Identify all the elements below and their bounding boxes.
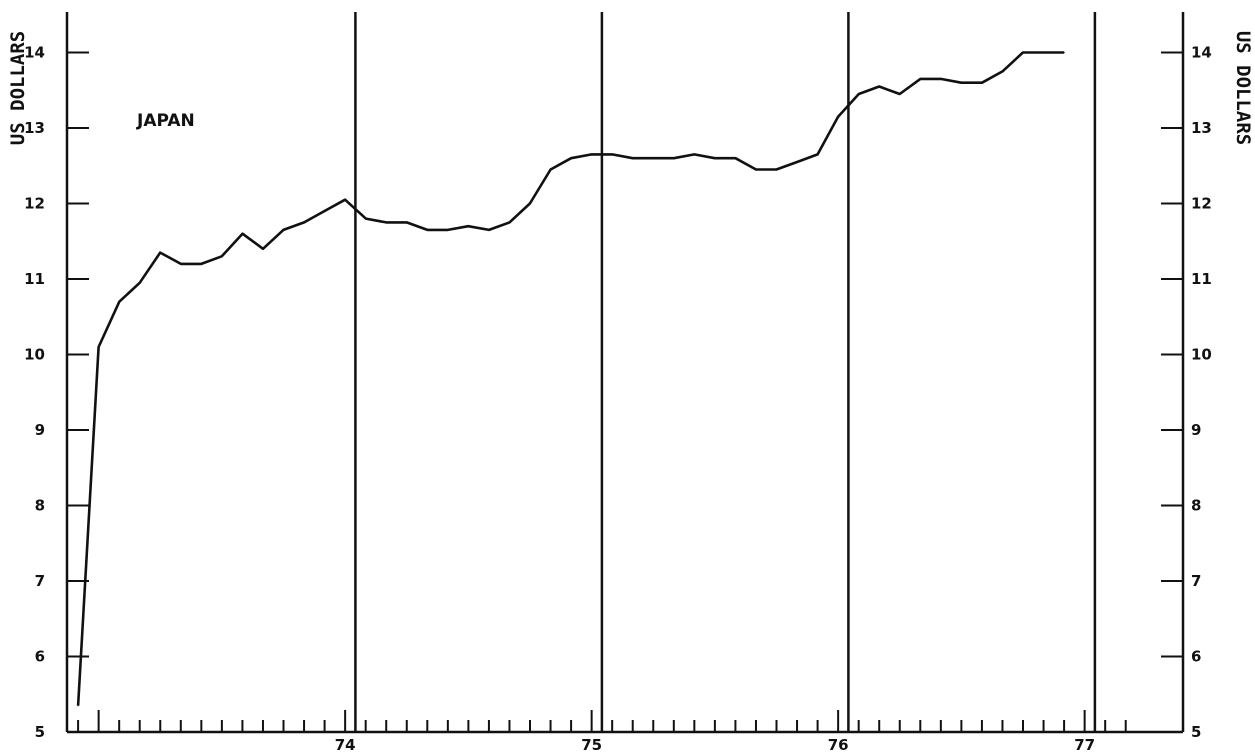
y-tick-label-left-0: 5	[35, 723, 45, 741]
data-point-0-43	[960, 82, 962, 84]
data-point-0-45	[1001, 70, 1004, 72]
data-point-0-19	[467, 225, 469, 227]
y-axis-label-right: US DOLLARS	[1232, 31, 1254, 145]
y-tick-label-left-3: 8	[35, 497, 45, 515]
axes	[65, 12, 1185, 734]
data-point-0-30	[693, 153, 695, 155]
data-point-0-40	[899, 93, 901, 95]
series-line-0	[76, 51, 1065, 706]
data-point-0-11	[303, 221, 305, 223]
data-point-0-36	[817, 153, 819, 155]
y-tick-label-left-1: 6	[35, 648, 45, 666]
data-point-0-16	[406, 221, 408, 223]
y-tick-label-left-2: 7	[35, 572, 45, 590]
y-tick-label-left-7: 12	[24, 195, 45, 213]
y-tick-label-right-2: 7	[1191, 572, 1201, 590]
x-tick-label-3: 77	[1074, 736, 1095, 754]
data-point-0-38	[858, 93, 860, 95]
data-point-0-33	[755, 168, 757, 171]
data-point-0-41	[919, 78, 922, 80]
y-tick-label-left-5: 10	[24, 346, 45, 364]
data-point-0-7	[221, 255, 223, 257]
data-point-0-25	[591, 153, 593, 155]
y-axis-label-left: US DOLLARS	[7, 31, 29, 145]
data-point-0-48	[1063, 51, 1065, 54]
data-point-0-12	[324, 210, 326, 212]
data-point-0-0	[77, 705, 79, 707]
data-point-0-35	[796, 161, 798, 163]
data-point-0-44	[981, 82, 983, 84]
data-point-0-31	[714, 157, 716, 159]
y-tick-label-right-0: 5	[1191, 723, 1201, 741]
data-point-0-6	[200, 263, 202, 265]
data-point-0-9	[262, 248, 264, 250]
data-point-0-4	[159, 252, 161, 254]
data-point-0-20	[488, 229, 490, 231]
x-tick-label-2: 76	[828, 736, 849, 754]
data-point-0-34	[775, 168, 778, 171]
y-tick-label-right-7: 12	[1191, 195, 1212, 213]
y-tick-label-right-1: 6	[1191, 648, 1201, 666]
y-tick-label-left-8: 13	[24, 119, 45, 137]
data-point-0-10	[282, 229, 284, 231]
data-point-0-17	[426, 229, 428, 231]
data-point-0-46	[1022, 51, 1024, 54]
data-point-0-26	[611, 153, 613, 155]
x-ticks: 74 75 76 77	[77, 710, 1127, 754]
data-point-0-15	[385, 221, 387, 223]
year-dividers	[354, 12, 1097, 732]
data-point-0-21	[508, 221, 511, 223]
y-tick-label-left-9: 14	[24, 44, 45, 62]
data-point-0-24	[570, 157, 572, 159]
data-point-0-39	[878, 85, 880, 88]
y-ticks: 5 5 6 6 7 7 8 8 9 9 10 10 11 11 12 12 13 13 14 14	[24, 44, 1212, 742]
data-point-0-37	[837, 116, 839, 118]
data-point-0-8	[241, 233, 244, 235]
data-point-0-14	[365, 218, 367, 220]
data-point-0-27	[632, 157, 634, 159]
x-tick-label-0: 74	[335, 736, 356, 754]
data-point-0-5	[180, 263, 182, 265]
data-point-0-23	[550, 168, 552, 171]
y-tick-label-right-9: 14	[1191, 44, 1212, 62]
data-point-0-32	[734, 157, 737, 159]
x-tick-label-1: 75	[581, 736, 602, 754]
series	[76, 51, 1065, 707]
y-tick-label-right-5: 10	[1191, 346, 1212, 364]
data-point-0-42	[940, 78, 942, 80]
y-tick-label-right-6: 11	[1191, 270, 1212, 288]
data-point-0-13	[344, 199, 346, 201]
data-point-0-47	[1043, 51, 1045, 54]
y-tick-label-right-4: 9	[1191, 421, 1201, 439]
y-tick-label-left-4: 9	[35, 421, 45, 439]
data-point-0-3	[139, 282, 141, 284]
country-label: JAPAN	[136, 111, 195, 131]
data-point-0-2	[118, 301, 120, 303]
y-tick-label-right-3: 8	[1191, 497, 1201, 515]
y-tick-label-left-6: 11	[24, 270, 45, 288]
y-tick-label-right-8: 13	[1191, 119, 1212, 137]
data-point-0-18	[447, 229, 449, 231]
data-point-0-22	[529, 202, 531, 205]
data-point-0-1	[98, 346, 100, 348]
data-point-0-28	[652, 157, 654, 159]
data-point-0-29	[673, 157, 675, 159]
